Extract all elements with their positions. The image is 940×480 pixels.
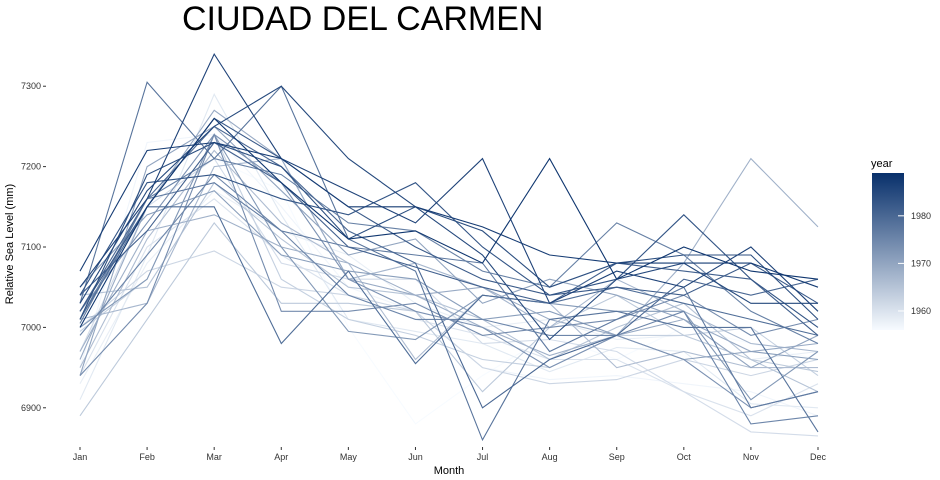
series-line — [79, 81, 819, 442]
x-axis: Jan Feb Mar Apr May Jun Jul Aug Sep Oct Nov Dec — [73, 447, 827, 462]
series-line — [79, 190, 819, 361]
legend-tick-label: 1970 — [911, 258, 931, 268]
series-line — [79, 52, 819, 312]
y-tick-label: 7100 — [21, 242, 41, 252]
series-line — [79, 117, 819, 328]
legend-colorbar — [872, 173, 904, 330]
color-legend: year 1960 1970 1980 — [871, 158, 931, 330]
x-tick-label: Apr — [274, 452, 288, 462]
series-line — [79, 250, 819, 385]
x-tick-label: Jun — [408, 452, 423, 462]
series-line — [79, 206, 819, 365]
series-line — [79, 157, 819, 437]
series-line — [79, 174, 819, 328]
series-line — [79, 141, 819, 336]
x-tick-label: Jul — [477, 452, 489, 462]
x-tick-label: Nov — [743, 452, 760, 462]
x-tick-label: Jan — [73, 452, 88, 462]
y-tick-label: 7200 — [21, 162, 41, 172]
y-axis-label: Relative Sea Level (mm) — [4, 184, 16, 304]
x-tick-label: Oct — [677, 452, 692, 462]
x-tick-label: Feb — [139, 452, 155, 462]
legend-tick-label: 1960 — [911, 306, 931, 316]
y-axis: 6900 7000 7100 7200 7300 — [21, 81, 46, 413]
chart-title: CIUDAD DEL CARMEN — [182, 0, 543, 38]
series-line — [79, 158, 819, 344]
x-tick-label: Sep — [609, 452, 625, 462]
x-tick-label: Dec — [810, 452, 827, 462]
series-line — [79, 125, 819, 409]
series-line — [79, 221, 819, 417]
series-line — [79, 181, 819, 393]
series-line — [79, 85, 818, 341]
series-line — [79, 133, 819, 401]
series-line — [79, 158, 819, 353]
x-tick-label: May — [340, 452, 358, 462]
x-tick-label: Mar — [206, 452, 222, 462]
legend-tick-label: 1980 — [911, 211, 931, 221]
series-line — [79, 173, 819, 425]
series-line — [79, 141, 819, 320]
y-tick-label: 7000 — [21, 322, 41, 332]
series-line — [79, 157, 819, 357]
series-line — [79, 141, 819, 288]
legend-title: year — [871, 158, 893, 170]
series-lines — [79, 52, 819, 442]
y-tick-label: 6900 — [21, 403, 41, 413]
x-axis-label: Month — [434, 465, 465, 477]
y-tick-label: 7300 — [21, 81, 41, 91]
series-line — [79, 182, 819, 409]
x-tick-label: Aug — [542, 452, 558, 462]
series-line — [79, 93, 819, 409]
series-line — [79, 109, 819, 360]
legend-ticks: 1960 1970 1980 — [898, 211, 931, 316]
